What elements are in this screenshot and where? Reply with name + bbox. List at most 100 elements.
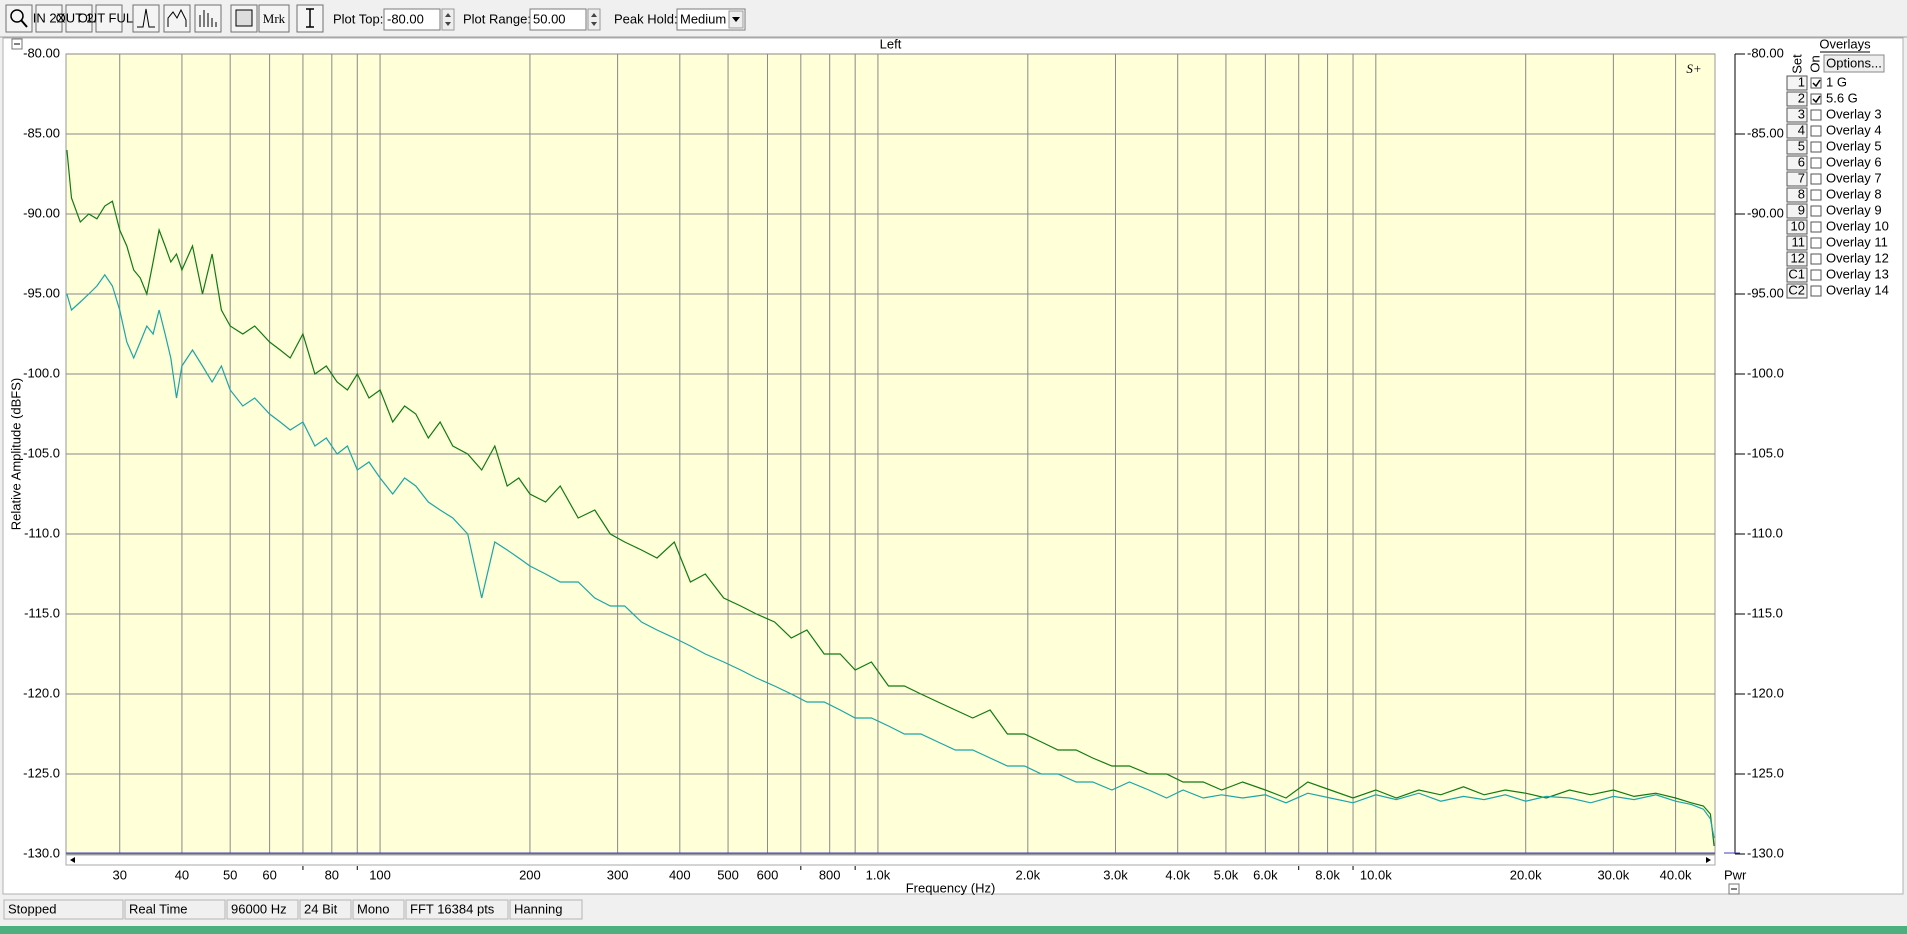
spin-button[interactable] <box>441 8 455 31</box>
toolbar-button[interactable] <box>35 4 63 33</box>
on-header: On <box>1807 55 1822 72</box>
set-button[interactable] <box>1786 107 1808 123</box>
set-button[interactable] <box>1786 139 1808 155</box>
options-button[interactable] <box>1823 54 1885 73</box>
view-icon <box>137 8 155 28</box>
status-background <box>0 898 1907 926</box>
overlay-checkbox[interactable] <box>1810 253 1822 265</box>
field-value: 50.00 <box>533 11 566 26</box>
overlay-checkbox[interactable] <box>1810 221 1822 233</box>
options-label: Options... <box>1826 55 1882 70</box>
x-tick-label: 500 <box>717 867 739 882</box>
spin-button[interactable] <box>587 8 601 31</box>
overlay-label: Overlay 10 <box>1826 218 1889 233</box>
set-number: 10 <box>1791 218 1805 233</box>
set-button[interactable] <box>1786 203 1808 219</box>
zoom-button-label: OUT 2X <box>56 10 103 25</box>
overlay-label: Overlay 4 <box>1826 122 1882 137</box>
y-axis-label: Relative Amplitude (dBFS) <box>8 378 23 530</box>
y2-tick-label: -110.0 <box>1747 525 1783 540</box>
set-button[interactable] <box>1786 267 1808 283</box>
set-button[interactable] <box>1786 235 1808 251</box>
set-number: 2 <box>1798 90 1805 105</box>
zoom-button-label: OUT FULL <box>78 10 141 25</box>
check-mark <box>1812 95 1821 104</box>
y2-tick-label: -100.0 <box>1747 365 1784 380</box>
field-input[interactable] <box>676 8 746 31</box>
x-tick-label: 30.0k <box>1597 867 1629 882</box>
power-label: Pwr <box>1724 867 1747 882</box>
set-button[interactable] <box>1786 251 1808 267</box>
toolbar-button[interactable] <box>5 4 33 33</box>
y-tick-label: -85.00 <box>23 125 60 140</box>
status-text: Hanning <box>514 901 562 916</box>
scrollbar[interactable] <box>65 854 1716 866</box>
x-tick-label: 1.0k <box>866 867 891 882</box>
x-tick-label: 300 <box>607 867 629 882</box>
toolbar-button[interactable] <box>65 4 93 33</box>
set-number: 4 <box>1798 122 1805 137</box>
plot: Left Frequency (Hz) Relative Amplitude (dB… <box>8 36 1783 895</box>
y2-tick-label: -115.0 <box>1747 605 1783 620</box>
status-bar: Stopped Real Time 96000 Hz 24 Bit Mono FFT 16… <box>0 898 1907 926</box>
set-button[interactable] <box>1786 123 1808 139</box>
x-tick-label: 60 <box>262 867 276 882</box>
y-tick-label: -120.0 <box>23 685 60 700</box>
y-tick-label: -100.0 <box>23 365 60 380</box>
status-cell <box>405 899 509 920</box>
overlay-checkbox[interactable] <box>1810 157 1822 169</box>
magnifier-icon <box>20 19 28 28</box>
y-tick-label: -105.0 <box>23 445 60 460</box>
overlay-checkbox[interactable] <box>1810 205 1822 217</box>
overlay-checkbox[interactable] <box>1810 173 1822 185</box>
set-button[interactable] <box>1786 219 1808 235</box>
set-button[interactable] <box>1786 283 1808 299</box>
overlay-checkbox[interactable] <box>1810 285 1822 297</box>
overlay-checkbox[interactable] <box>1810 93 1822 105</box>
status-text: Real Time <box>129 901 188 916</box>
x-tick-label: 200 <box>519 867 541 882</box>
x-tick-label: 800 <box>819 867 841 882</box>
overlay-checkbox[interactable] <box>1810 141 1822 153</box>
overlay-checkbox[interactable] <box>1810 125 1822 137</box>
set-number: 6 <box>1798 154 1805 169</box>
toolbar-button[interactable] <box>95 4 123 33</box>
series-line <box>66 273 1715 839</box>
set-button[interactable] <box>1786 171 1808 187</box>
set-number: 12 <box>1791 250 1805 265</box>
overlay-checkbox[interactable] <box>1810 77 1822 89</box>
x-axis-label: Frequency (Hz) <box>906 880 996 895</box>
overlay-checkbox[interactable] <box>1810 237 1822 249</box>
magnifier-icon <box>10 9 24 23</box>
overlay-checkbox[interactable] <box>1810 269 1822 281</box>
set-button[interactable] <box>1786 75 1808 91</box>
overlay-checkbox[interactable] <box>1810 189 1822 201</box>
status-text: 24 Bit <box>304 901 338 916</box>
overlays-title: Overlays <box>1819 36 1871 51</box>
status-text: FFT 16384 pts <box>410 901 495 916</box>
overlay-checkbox[interactable] <box>1810 109 1822 121</box>
overlay-label: Overlay 3 <box>1826 106 1882 121</box>
status-cell <box>124 899 226 920</box>
status-cell <box>352 899 405 920</box>
x-tick-label: 8.0k <box>1315 867 1340 882</box>
logo: S+ <box>1686 61 1701 76</box>
x-tick-label: 400 <box>669 867 691 882</box>
field-input[interactable] <box>383 8 441 31</box>
toolbar-button[interactable] <box>258 4 290 33</box>
x-tick-label: 30 <box>112 867 126 882</box>
field-label: Peak Hold: <box>614 11 678 26</box>
marker-button-label: Mrk <box>263 11 286 26</box>
set-header: Set <box>1789 54 1804 74</box>
field-input[interactable] <box>529 8 587 31</box>
set-button[interactable] <box>1786 91 1808 107</box>
set-number: 11 <box>1792 234 1806 249</box>
x-tick-label: 80 <box>325 867 339 882</box>
overlay-label: Overlay 13 <box>1826 266 1889 281</box>
overlay-label: Overlay 9 <box>1826 202 1882 217</box>
set-button[interactable] <box>1786 187 1808 203</box>
status-cell <box>3 899 124 920</box>
set-button[interactable] <box>1786 155 1808 171</box>
